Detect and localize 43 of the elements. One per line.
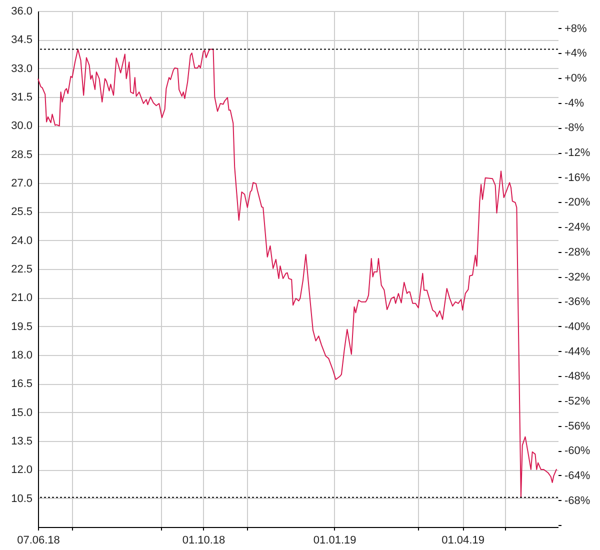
- y2-tick-label: -20%: [564, 196, 590, 209]
- y-tick-label: 16.5: [11, 378, 32, 390]
- y-tick-label: 22.5: [11, 264, 32, 276]
- y2-tick-label: +0%: [564, 72, 588, 85]
- x-tick-label: 01.10.18: [182, 534, 226, 546]
- y-tick-label: 33.0: [11, 62, 32, 75]
- y2-tick-label: -32%: [564, 271, 590, 284]
- y-tick-label: 30.0: [11, 120, 32, 132]
- y-tick-label: 24.0: [11, 234, 32, 247]
- y-tick-label: 19.5: [11, 320, 32, 333]
- y2-tick-label: -68%: [564, 494, 590, 507]
- y2-tick-label: -56%: [564, 420, 590, 432]
- y2-tick-label: -44%: [564, 346, 590, 358]
- y-tick-label: 12.0: [11, 464, 32, 476]
- y-tick-label: 28.5: [11, 148, 32, 161]
- line-series: [38, 48, 558, 498]
- y-tick-label: 36.0: [11, 6, 32, 18]
- y-tick-label: 15.0: [11, 406, 32, 419]
- y2-tick-label: -40%: [564, 320, 590, 333]
- y-tick-label: 34.5: [11, 34, 32, 46]
- y-tick-label: 13.5: [11, 436, 32, 448]
- x-tick-label: 01.04.19: [442, 534, 484, 546]
- y2-tick-label: -12%: [564, 147, 590, 160]
- y-tick-label: 27.0: [11, 178, 32, 190]
- y-tick-label: 31.5: [11, 92, 32, 104]
- y2-tick-label: -48%: [564, 370, 590, 383]
- y2-tick-label: -60%: [564, 445, 590, 458]
- y2-tick-label: -28%: [564, 246, 590, 258]
- y2-tick-label: -36%: [564, 296, 590, 308]
- y-tick-label: 21.0: [11, 292, 32, 304]
- y-tick-label: 10.5: [11, 492, 32, 505]
- x-tick-label: 01.01.19: [313, 534, 356, 546]
- y2-tick-label: -52%: [564, 395, 590, 408]
- y-tick-label: 25.5: [11, 206, 32, 218]
- y2-tick-label: -24%: [564, 222, 590, 234]
- y2-tick-label: -4%: [564, 97, 584, 110]
- y-tick-label: 18.0: [11, 350, 32, 362]
- y2-tick-label: +8%: [564, 22, 588, 35]
- y2-tick-label: +4%: [564, 48, 588, 60]
- y2-tick-label: -16%: [564, 172, 590, 184]
- y2-tick-label: -64%: [564, 470, 590, 482]
- y2-tick-label: -8%: [564, 122, 584, 134]
- x-tick-label: 07.06.18: [17, 534, 60, 546]
